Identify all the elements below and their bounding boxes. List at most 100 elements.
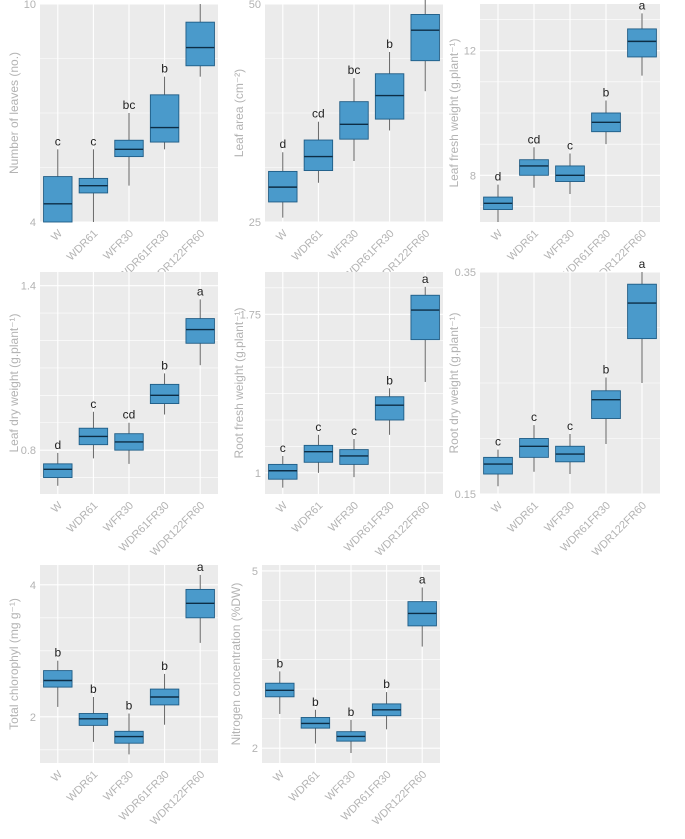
box-WDR122FR60: a [410,272,440,382]
box-WFR30: bc [114,98,144,186]
significance-letter: bc [348,63,361,77]
iqr-box [519,159,549,176]
y-tick-label: 1 [255,468,261,480]
y-axis-label: Root fresh weight (g.plant⁻¹) [232,307,246,458]
chart-panel-4: 0.8 1.4 Leaf dry weight (g.plant⁻¹) d c cd b a W… [7,272,218,559]
iqr-box [149,94,180,143]
significance-letter: b [276,656,283,670]
y-axis-label: Total chlorophyl (mg g⁻¹) [7,598,21,730]
x-tick-label: WDR61 [65,228,101,264]
box-WDR61: c [519,410,549,472]
x-tick-label: WFR30 [101,228,136,263]
significance-letter: a [197,0,204,3]
significance-letter: d [54,438,61,452]
y-tick-label: 8 [470,170,476,182]
x-tick-label: WDR61 [505,228,541,264]
box-WDR61FR30: b [149,62,180,150]
box-WDR122FR60: a [185,284,215,366]
chart-panel-7: 2 4 Total chlorophyl (mg g⁻¹) b b b b a W WDR61 WF… [7,560,218,828]
significance-letter: c [567,419,573,433]
box-WDR122FR60: a [185,560,215,643]
box-WFR30: c [555,138,585,194]
iqr-box [410,294,440,341]
significance-letter: a [197,284,204,298]
significance-letter: d [279,137,286,151]
significance-letter: c [495,435,501,449]
iqr-box [43,670,73,688]
x-tick-label: WDR61 [65,769,101,805]
box-W: d [268,137,298,218]
significance-letter: b [348,705,355,719]
box-W: b [43,646,73,707]
significance-letter: b [161,659,168,673]
significance-letter: b [161,62,168,76]
box-W: c [483,435,513,487]
chart-panel-1: 4 10 Number of leaves (no.) c c bc b a WWDR61WFR… [7,0,218,287]
iqr-box [185,318,215,344]
box-WDR61: b [300,695,331,744]
significance-letter: cd [312,107,325,121]
iqr-box [43,463,73,479]
box-WDR61FR30: b [149,358,180,415]
x-tick-label: WFR30 [326,228,361,263]
significance-letter: a [197,560,204,574]
chart-panel-8: 2 5 Nitrogen concentration (%DW) b b b b a W WDR6… [229,565,440,828]
iqr-box [483,456,513,475]
iqr-box [339,101,369,140]
iqr-box [627,283,657,340]
x-tick-label: WDR61 [287,769,323,805]
y-tick-label: 4 [30,580,36,592]
iqr-box [303,444,334,463]
x-tick-label: WFR30 [101,769,136,804]
significance-letter: c [280,441,286,455]
iqr-box [627,28,657,58]
box-WDR122FR60: a [410,0,440,92]
iqr-box [268,463,298,480]
y-axis-label: Leaf fresh weight (g.plant⁻¹) [447,38,461,187]
box-WDR122FR60: a [627,257,657,383]
significance-letter: b [603,86,610,100]
box-WFR30: c [339,424,369,478]
box-WDR61FR30: b [371,677,402,730]
iqr-box [303,139,334,172]
y-tick-label: 25 [249,217,261,229]
iqr-box [185,21,215,67]
x-tick-label: W [49,499,65,515]
y-tick-label: 1.4 [21,281,36,293]
x-tick-label: WDR61 [505,500,541,536]
iqr-box [339,449,369,465]
iqr-box [149,383,180,405]
box-WFR30: c [555,419,585,475]
x-tick-label: W [489,499,505,515]
x-tick-label: W [49,227,65,243]
iqr-box [114,139,144,158]
significance-letter: b [603,362,610,376]
x-tick-label: W [489,227,505,243]
y-axis-label: Leaf dry weight (g.plant⁻¹) [7,313,21,452]
y-tick-label: 0.35 [455,267,476,279]
significance-letter: b [90,682,97,696]
x-tick-label: WDR61 [290,500,326,536]
significance-letter: cd [528,132,541,146]
significance-letter: cd [123,408,136,422]
x-tick-label: WFR30 [542,500,577,535]
x-tick-label: WFR30 [101,500,136,535]
box-WDR61FR30: b [374,373,405,435]
y-tick-label: 5 [252,566,258,578]
box-WFR30: b [336,705,366,753]
box-WDR61: cd [519,132,549,188]
y-tick-label: 2 [252,743,258,755]
y-tick-label: 0.15 [455,489,476,501]
iqr-box [374,396,405,421]
significance-letter: c [531,410,537,424]
x-tick-label: WFR30 [542,228,577,263]
significance-letter: b [54,646,61,660]
box-WFR30: b [114,699,144,755]
box-WDR61: c [303,420,334,473]
significance-letter: d [495,170,502,184]
x-tick-label: W [274,499,290,515]
x-tick-label: W [274,227,290,243]
significance-letter: b [386,373,393,387]
